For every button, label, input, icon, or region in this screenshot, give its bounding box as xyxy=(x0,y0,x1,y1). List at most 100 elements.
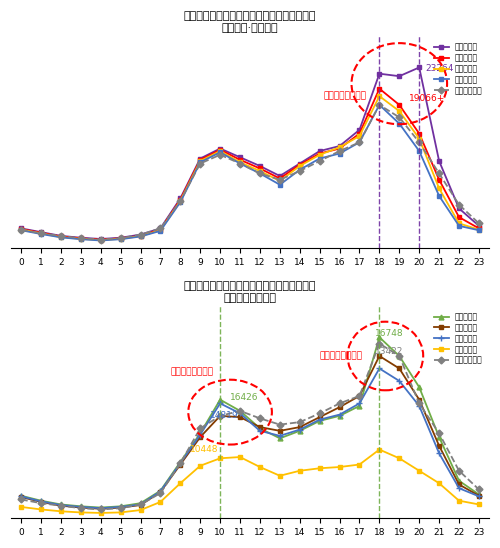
假期第六天 xyxy=(257,424,263,430)
Line: 假期第四天: 假期第四天 xyxy=(18,102,481,243)
假期第六天 xyxy=(178,461,184,468)
历史周末均值 xyxy=(237,160,243,167)
Text: 客流高峰聚集时段: 客流高峰聚集时段 xyxy=(320,351,362,361)
假期第八天 xyxy=(18,504,24,510)
假期第四天 xyxy=(436,193,442,199)
历史周末均值 xyxy=(416,400,422,407)
假期第六天 xyxy=(456,481,462,488)
假期第八天 xyxy=(356,461,362,468)
假期第三天 xyxy=(416,135,422,142)
假期第八天 xyxy=(297,467,303,474)
假期第一天 xyxy=(178,195,184,202)
假期第七天 xyxy=(257,427,263,434)
假期第四天 xyxy=(178,199,184,206)
假期第一天 xyxy=(336,143,342,150)
假期第三天 xyxy=(436,185,442,192)
假期第二天 xyxy=(58,233,64,240)
假期第二天 xyxy=(416,130,422,137)
假期第一天 xyxy=(118,235,124,241)
假期第六天 xyxy=(237,414,243,420)
假期第七天 xyxy=(277,432,283,439)
假期第二天 xyxy=(38,230,44,236)
假期第七天 xyxy=(118,504,124,510)
假期第八天 xyxy=(138,507,143,513)
历史周末均值 xyxy=(217,151,223,158)
假期第四天 xyxy=(217,149,223,156)
假期第八天 xyxy=(396,455,402,461)
假期第二天 xyxy=(456,214,462,220)
Text: 客流高峰聚集时段: 客流高峰聚集时段 xyxy=(170,368,214,376)
历史周末均值 xyxy=(277,176,283,183)
假期第六天 xyxy=(58,503,64,509)
假期第五天 xyxy=(436,434,442,441)
Text: 16426: 16426 xyxy=(230,393,258,402)
假期第七天 xyxy=(38,498,44,505)
假期第一天 xyxy=(158,225,164,232)
假期第四天 xyxy=(38,231,44,237)
假期第三天 xyxy=(277,178,283,184)
假期第三天 xyxy=(396,108,402,115)
Text: 13422: 13422 xyxy=(376,346,404,356)
假期第四天 xyxy=(277,181,283,188)
假期第二天 xyxy=(376,85,382,92)
假期第六天 xyxy=(197,434,203,441)
假期第六天 xyxy=(356,392,362,399)
假期第五天 xyxy=(356,403,362,409)
假期第一天 xyxy=(237,154,243,161)
历史周末均值 xyxy=(178,460,184,466)
历史周末均值 xyxy=(336,148,342,155)
假期第一天 xyxy=(18,225,24,232)
历史周末均值 xyxy=(237,408,243,414)
假期第二天 xyxy=(277,175,283,182)
假期第四天 xyxy=(456,222,462,229)
假期第七天 xyxy=(237,410,243,416)
历史周末均值 xyxy=(316,410,322,416)
假期第三天 xyxy=(237,159,243,165)
假期第四天 xyxy=(376,101,382,108)
假期第三天 xyxy=(118,236,124,242)
假期第二天 xyxy=(178,196,184,203)
假期第六天 xyxy=(38,499,44,505)
历史周末均值 xyxy=(436,430,442,437)
假期第四天 xyxy=(297,167,303,173)
历史周末均值 xyxy=(178,198,184,204)
假期第七天 xyxy=(158,488,164,495)
Line: 假期第七天: 假期第七天 xyxy=(18,366,482,511)
假期第一天 xyxy=(297,160,303,167)
假期第三天 xyxy=(98,237,103,243)
历史周末均值 xyxy=(316,158,322,164)
历史周末均值 xyxy=(416,139,422,146)
假期第四天 xyxy=(98,237,103,244)
假期第三天 xyxy=(376,93,382,99)
假期第三天 xyxy=(217,148,223,155)
历史周末均值 xyxy=(197,160,203,167)
假期第八天 xyxy=(237,454,243,460)
假期第五天 xyxy=(18,493,24,499)
历史周末均值 xyxy=(138,231,143,238)
假期第二天 xyxy=(78,235,84,242)
假期第一天 xyxy=(58,232,64,239)
Title: 欢乐海岸双节假期客流时变情况（单位：人）
（下半假期预测）: 欢乐海岸双节假期客流时变情况（单位：人） （下半假期预测） xyxy=(184,281,316,302)
历史周末均值 xyxy=(476,486,482,493)
历史周末均值 xyxy=(98,236,103,243)
Line: 历史周末均值: 历史周末均值 xyxy=(18,102,481,242)
假期第四天 xyxy=(416,148,422,155)
假期第八天 xyxy=(277,472,283,479)
Line: 假期第五天: 假期第五天 xyxy=(18,335,481,510)
历史周末均值 xyxy=(38,230,44,237)
Legend: 假期第一天, 假期第二天, 假期第三天, 假期第四天, 历史周末均值: 假期第一天, 假期第二天, 假期第三天, 假期第四天, 历史周末均值 xyxy=(432,40,485,98)
假期第五天 xyxy=(237,408,243,414)
假期第五天 xyxy=(376,334,382,340)
历史周末均值 xyxy=(396,353,402,359)
假期第三天 xyxy=(297,163,303,169)
假期第八天 xyxy=(98,510,103,516)
假期第一天 xyxy=(476,222,482,229)
历史周末均值 xyxy=(476,220,482,227)
假期第五天 xyxy=(58,501,64,508)
假期第三天 xyxy=(336,144,342,151)
假期第四天 xyxy=(158,227,164,234)
假期第八天 xyxy=(78,509,84,516)
假期第三天 xyxy=(78,236,84,242)
假期第二天 xyxy=(297,162,303,168)
假期第四天 xyxy=(237,160,243,167)
